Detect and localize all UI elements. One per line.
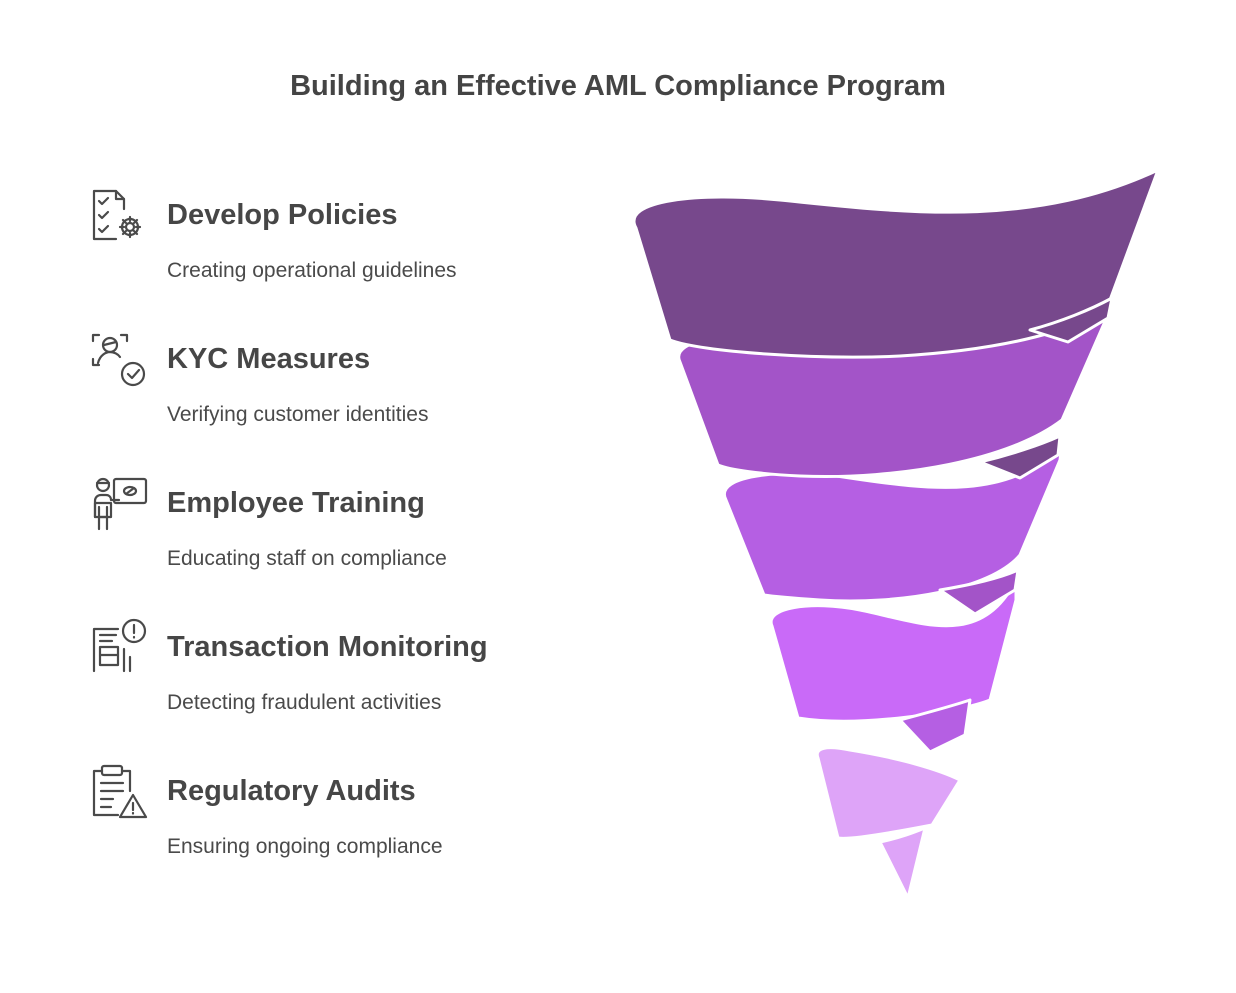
step-description: Verifying customer identities	[167, 403, 429, 426]
funnel-connector-4	[898, 698, 972, 754]
policy-checklist-gear-icon	[88, 185, 150, 247]
audit-warning-clipboard-icon	[88, 761, 150, 823]
step-description: Detecting fraudulent activities	[167, 691, 442, 714]
identity-verification-icon	[88, 329, 150, 391]
step-regulatory-audits: Regulatory Audits Ensuring ongoing compl…	[88, 761, 588, 905]
funnel-level-develop-policies	[632, 168, 1160, 359]
page-title: Building an Effective AML Compliance Pro…	[290, 70, 946, 102]
step-description: Ensuring ongoing compliance	[167, 835, 443, 858]
spiral-funnel-graphic	[620, 160, 1180, 920]
step-heading: Regulatory Audits	[167, 775, 416, 807]
funnel-connector-1	[1028, 296, 1114, 344]
step-heading: Transaction Monitoring	[167, 631, 488, 663]
funnel-connector-3	[938, 568, 1020, 616]
step-employee-training: Employee Training Educating staff on com…	[88, 473, 588, 617]
step-heading: KYC Measures	[167, 343, 371, 375]
step-kyc-measures: KYC Measures Verifying customer identiti…	[88, 329, 588, 473]
step-heading: Employee Training	[167, 487, 425, 519]
funnel-level-transaction-monitoring	[769, 578, 1018, 723]
funnel-tip	[878, 826, 927, 900]
step-transaction-monitoring: Transaction Monitoring Detecting fraudul…	[88, 617, 588, 761]
step-develop-policies: Develop Policies Creating operational gu…	[88, 185, 588, 329]
trainer-presentation-icon	[88, 473, 150, 535]
funnel-level-regulatory-audits	[815, 746, 962, 840]
step-heading: Develop Policies	[167, 199, 398, 231]
transaction-alert-icon	[88, 617, 150, 679]
steps-list: Develop Policies Creating operational gu…	[88, 185, 588, 905]
step-description: Creating operational guidelines	[167, 259, 457, 282]
step-description: Educating staff on compliance	[167, 547, 447, 570]
funnel-connector-2	[978, 434, 1062, 480]
